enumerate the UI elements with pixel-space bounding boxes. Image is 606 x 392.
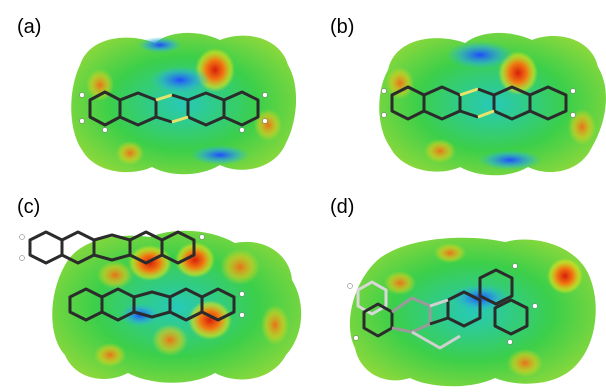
panel-d-label: (d) xyxy=(330,196,355,218)
panel-c-hirshfeld-surface xyxy=(19,230,302,383)
panel-b-hirshfeld-surface xyxy=(379,32,606,176)
panel-c-label: (c) xyxy=(17,196,41,218)
panel-b-label: (b) xyxy=(330,16,355,38)
panel-a-label: (a) xyxy=(17,16,42,38)
panel-a-hirshfeld-surface xyxy=(71,32,297,175)
panel-d-hirshfeld-surface xyxy=(347,237,596,387)
